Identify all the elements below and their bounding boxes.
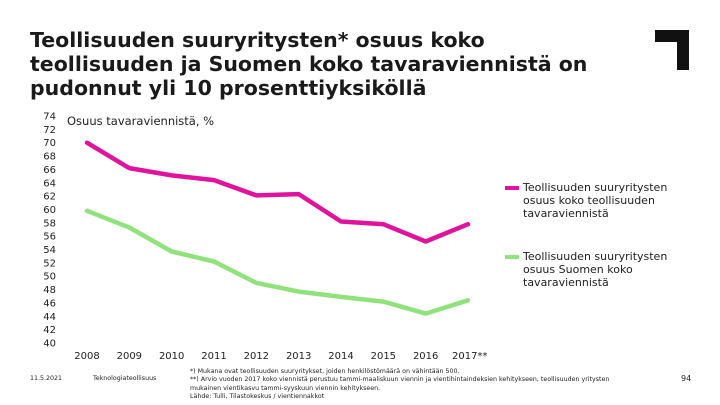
footnote-line: *) Mukana ovat teollisuuden suuryritykse… <box>190 368 460 375</box>
footnote-line: **) Arvio vuoden 2017 koko viennistä per… <box>190 376 610 384</box>
y-tick-label: 62 <box>43 192 56 203</box>
footnotes: *) Mukana ovat teollisuuden suuryritykse… <box>190 368 670 402</box>
legend-swatch-green <box>505 255 519 259</box>
x-tick-label: 2010 <box>159 351 184 362</box>
y-tick-label: 64 <box>43 178 56 189</box>
x-axis-ticks: 2008 2009 2010 2011 2012 2013 2014 2015 2016 2017… <box>74 351 487 362</box>
y-tick-label: 46 <box>43 298 56 309</box>
y-tick-label: 52 <box>43 258 56 269</box>
series-line-1 <box>84 140 471 244</box>
x-tick-label: 2011 <box>201 351 226 362</box>
y-tick-label: 72 <box>43 125 56 136</box>
legend-item-large-companies-share-of-finland: Teollisuuden suuryritysten osuus Suomen … <box>505 250 698 289</box>
y-tick-label: 60 <box>43 205 56 216</box>
footnote-line: mukainen vientikasvu tammi-syyskuun vien… <box>190 384 381 392</box>
y-tick-label: 66 <box>43 165 56 176</box>
x-tick-label: 2013 <box>286 351 311 362</box>
x-tick-label: 2008 <box>74 351 99 362</box>
y-tick-label: 74 <box>43 112 56 123</box>
x-tick-label: 2015 <box>371 351 396 362</box>
y-tick-label: 58 <box>43 218 56 229</box>
footer-date: 11.5.2021 <box>30 375 63 382</box>
y-tick-label: 42 <box>43 325 56 336</box>
chart-subtitle: Osuus tavaraviennistä, % <box>67 114 214 128</box>
legend-item-large-companies-share-of-industry: Teollisuuden suuryritysten osuus koko te… <box>505 181 698 220</box>
y-tick-label: 50 <box>43 272 56 283</box>
y-tick-label: 40 <box>43 339 56 350</box>
y-tick-label: 48 <box>43 285 56 296</box>
y-tick-label: 68 <box>43 152 56 163</box>
x-tick-label: 2012 <box>244 351 269 362</box>
legend-label: Teollisuuden suuryritysten osuus Suomen … <box>523 250 668 289</box>
x-tick-label: 2014 <box>328 351 353 362</box>
series-line-2 <box>84 208 471 316</box>
y-tick-label: 70 <box>43 138 56 149</box>
y-axis-ticks: 74 72 70 68 66 64 62 60 58 56 54 52 50 48 46 44 42 40 <box>43 112 56 350</box>
x-tick-label: 2017** <box>452 351 487 362</box>
corner-bracket-logo-icon <box>655 30 689 70</box>
y-tick-label: 54 <box>43 245 56 256</box>
legend-swatch-pink <box>505 186 519 190</box>
slide-title: Teollisuuden suuryritysten* osuus koko t… <box>30 28 588 100</box>
x-tick-label: 2009 <box>117 351 142 362</box>
legend-label: Teollisuuden suuryritysten osuus koko te… <box>523 181 668 220</box>
series-lines <box>84 140 471 316</box>
y-tick-label: 56 <box>43 232 56 243</box>
footnote-line: Lähde: Tulli, Tilastokeskus / vientienna… <box>190 393 325 401</box>
x-tick-label: 2016 <box>413 351 438 362</box>
footer-organization: Teknologiateollisuus <box>93 375 157 382</box>
y-tick-label: 44 <box>43 312 56 323</box>
page-number: 94 <box>681 374 692 383</box>
